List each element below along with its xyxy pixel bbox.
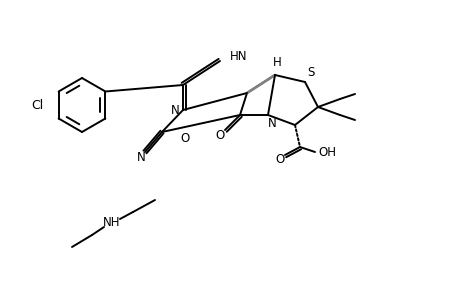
Text: OH: OH: [317, 146, 335, 158]
Text: N: N: [267, 116, 276, 130]
Text: O: O: [275, 152, 284, 166]
Text: N: N: [136, 151, 145, 164]
Text: N: N: [170, 103, 179, 116]
Text: NH: NH: [103, 217, 120, 230]
Text: O: O: [215, 128, 224, 142]
Text: Cl: Cl: [32, 98, 44, 112]
Text: O: O: [180, 131, 189, 145]
Text: S: S: [307, 65, 314, 79]
Text: H: H: [272, 56, 281, 68]
Text: HN: HN: [230, 50, 247, 62]
